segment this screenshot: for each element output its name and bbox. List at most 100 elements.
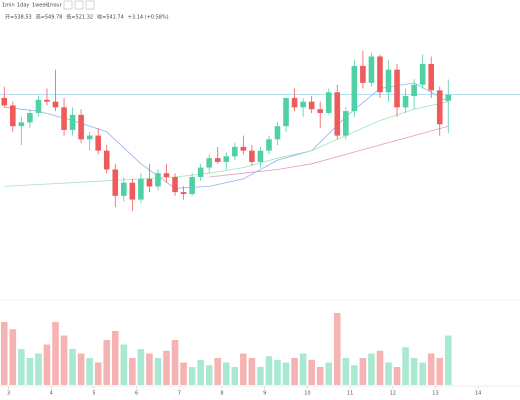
- volume-bar: [9, 329, 17, 385]
- icon-button[interactable]: [74, 0, 84, 10]
- icon-button[interactable]: [63, 0, 73, 10]
- candle-body: [325, 92, 332, 113]
- volume-bar: [77, 353, 85, 385]
- volume-bar: [299, 353, 307, 385]
- icon-button[interactable]: [85, 0, 95, 10]
- candle-body: [411, 84, 417, 97]
- volume-bar: [103, 340, 111, 385]
- candle-body: [317, 109, 323, 113]
- moving-average-line: [4, 82, 449, 189]
- moving-average-line: [4, 101, 449, 187]
- candle-body: [44, 99, 50, 102]
- volume-bar: [342, 358, 350, 385]
- candle-body: [257, 150, 264, 162]
- volume-bar: [265, 356, 273, 385]
- volume-bar: [197, 359, 204, 385]
- volume-bar: [410, 358, 418, 385]
- candle-body: [35, 99, 42, 113]
- interval-tab[interactable]: 1hour: [47, 3, 63, 9]
- toolbar: [63, 0, 95, 10]
- candle-body: [240, 146, 247, 151]
- candle-body: [1, 97, 8, 106]
- candle-body: [172, 177, 178, 193]
- volume-bar: [351, 365, 358, 385]
- candle-body: [385, 69, 392, 93]
- volume-bar: [129, 358, 136, 385]
- volume-bar: [171, 340, 179, 385]
- volume-bar: [86, 358, 93, 385]
- volume-bar: [69, 349, 76, 385]
- candle-body: [163, 173, 170, 178]
- volume-bar: [240, 353, 247, 385]
- volume-bar: [325, 362, 333, 385]
- candle-body: [206, 158, 212, 168]
- volume-bar: [43, 344, 51, 385]
- x-tick-label: 14: [475, 391, 481, 397]
- candle-body: [155, 173, 161, 187]
- candle-body: [223, 156, 230, 162]
- x-tick-label: 12: [390, 391, 396, 397]
- candle-body: [334, 92, 341, 136]
- candle-body: [419, 64, 426, 85]
- volume-bar: [385, 362, 392, 385]
- volume-bar: [427, 353, 435, 385]
- interval-tab[interactable]: 1min: [2, 3, 15, 9]
- candle-body: [112, 169, 119, 196]
- candle-body: [61, 107, 67, 130]
- candle-body: [78, 114, 84, 140]
- candle-body: [232, 146, 238, 157]
- candle-body: [52, 101, 59, 108]
- ohlc-item: 低=521.32: [66, 14, 93, 21]
- volume-bar: [308, 359, 315, 385]
- candle-body: [368, 56, 375, 83]
- volume-bar: [52, 322, 59, 385]
- volume-bar: [436, 358, 444, 385]
- candle-body: [291, 97, 298, 108]
- volume-bar: [222, 362, 230, 385]
- interval-tab[interactable]: 1day: [17, 3, 29, 9]
- volume-bar: [180, 362, 187, 385]
- volume-bar: [26, 358, 34, 385]
- x-tick-label: 11: [347, 391, 353, 397]
- candle-body: [27, 112, 33, 123]
- volume-bar: [393, 367, 401, 385]
- candle-body: [10, 105, 16, 127]
- candle-body: [121, 182, 127, 196]
- volume-bar: [205, 365, 213, 385]
- ohlc-item: +3.14 (+0.58%): [128, 15, 169, 21]
- volume-bar: [163, 350, 170, 385]
- candle-body: [180, 192, 187, 194]
- volume-bar: [60, 335, 68, 385]
- volume-bar: [137, 349, 145, 385]
- volume-bar: [419, 362, 426, 385]
- volume-bar: [376, 350, 384, 385]
- candle-body: [360, 65, 366, 83]
- candle-body: [377, 56, 383, 93]
- volume-bar: [274, 359, 281, 385]
- volume-bar: [146, 353, 153, 385]
- volume-bar: [248, 358, 256, 385]
- candle-body: [86, 135, 93, 140]
- candle-body: [445, 94, 452, 101]
- candle-body: [266, 139, 272, 151]
- candle-body: [308, 101, 315, 110]
- x-tick-label: 6: [135, 391, 138, 397]
- ohlc-item: 收=541.74: [97, 14, 124, 21]
- candle-body: [436, 90, 443, 125]
- moving-average-line: [209, 125, 449, 178]
- x-tick-label: 13: [432, 391, 438, 397]
- volume-bar: [316, 367, 324, 385]
- x-tick-label: 3: [7, 391, 10, 397]
- candle-body: [69, 114, 76, 130]
- volume-bar: [282, 362, 290, 385]
- candle-body: [283, 97, 289, 127]
- candle-body: [300, 101, 306, 108]
- volume-bar: [111, 331, 119, 385]
- x-tick-label: 5: [92, 391, 95, 397]
- candle-body: [402, 96, 409, 108]
- candle-body: [249, 150, 255, 162]
- candle-body: [394, 69, 400, 108]
- volume-bar: [94, 362, 102, 385]
- interval-tab[interactable]: 1week: [32, 3, 48, 9]
- volume-bar: [402, 347, 409, 385]
